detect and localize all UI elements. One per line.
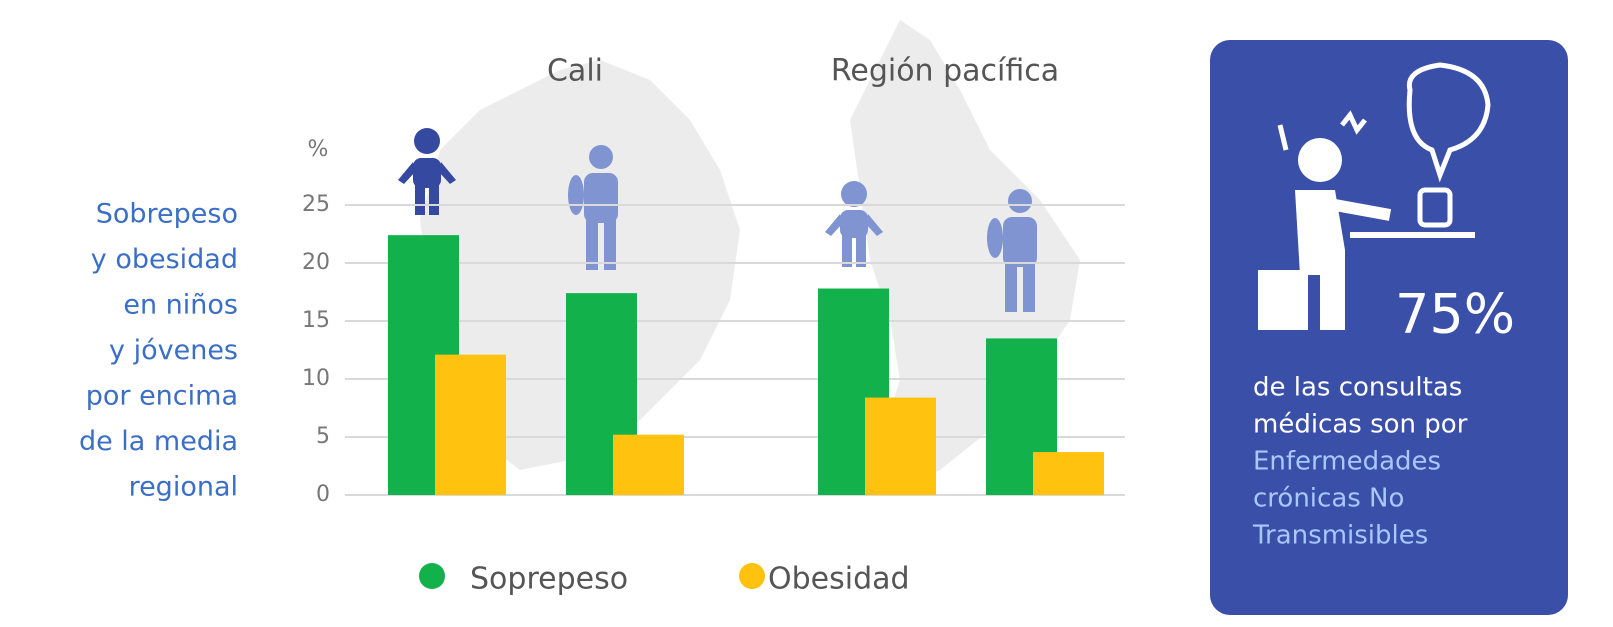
callout-text: de las consultas [1253,373,1462,403]
y-tick-label: 20 [302,250,330,275]
callout-headline: 75% [1395,283,1515,346]
callout-panel [1210,40,1568,615]
bar [435,354,506,495]
side-text: y obesidad [91,244,238,275]
child-icon [398,128,456,215]
y-axis-label: % [308,137,329,162]
bar [865,397,936,495]
doctor-icon [1258,62,1491,330]
group-label: Cali [547,54,603,89]
child-icon [825,181,883,267]
group-label: Región pacífica [831,54,1059,89]
callout-text: médicas son por [1253,410,1468,440]
youth-icon [987,189,1037,312]
side-text: por encima [86,381,238,412]
callout-highlight: Transmisibles [1252,521,1428,551]
y-tick-label: 15 [302,308,330,333]
y-tick-label: 25 [302,192,330,217]
bar [613,434,684,495]
legend-swatch [419,563,445,589]
y-tick-label: 10 [302,366,330,391]
legend-swatch [739,563,765,589]
bar [1033,452,1104,495]
callout-highlight: Enfermedades [1253,447,1441,477]
side-text: y jóvenes [109,335,238,366]
side-text: Sobrepeso [96,199,238,230]
legend-label: Obesidad [768,562,910,597]
side-text: de la media [79,426,238,457]
callout-highlight: crónicas No [1253,484,1404,514]
y-tick-label: 0 [316,482,330,507]
legend-label: Soprepeso [470,562,628,597]
y-tick-label: 5 [316,424,330,449]
side-text: regional [129,472,238,503]
side-text: en niños [123,290,238,321]
youth-icon [568,145,618,270]
